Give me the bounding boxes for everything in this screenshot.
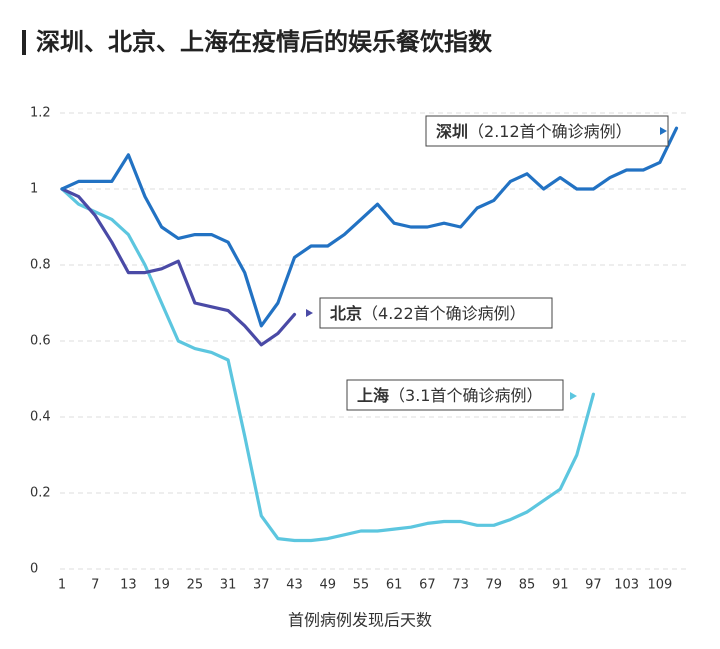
annotation-note: （2.12首个确诊病例） (468, 122, 632, 141)
x-tick-label: 109 (647, 578, 672, 593)
y-tick-label: 0.4 (30, 410, 51, 425)
annotation: 北京（4.22首个确诊病例） (306, 297, 553, 329)
y-tick-label: 1.2 (30, 106, 51, 121)
x-tick-label: 73 (452, 578, 469, 593)
annotation-note: （3.1首个确诊病例） (389, 386, 542, 405)
x-tick-label: 19 (153, 578, 170, 593)
annotation-box (425, 115, 669, 147)
x-tick-label: 79 (486, 578, 503, 593)
y-tick-label: 0.8 (30, 258, 51, 273)
annotation: 深圳（2.12首个确诊病例） (425, 115, 669, 147)
annotation-text: 深圳（2.12首个确诊病例） (436, 122, 632, 141)
annotation-note: （4.22首个确诊病例） (362, 304, 526, 323)
y-tick-label: 0.2 (30, 486, 51, 501)
x-tick-label: 37 (253, 578, 270, 593)
x-tick-label: 91 (552, 578, 569, 593)
series-line (60, 126, 679, 328)
legend-name: 上海 (357, 386, 389, 405)
legend-marker (660, 127, 667, 135)
y-tick-label: 0 (30, 562, 38, 577)
series-line (60, 187, 595, 543)
y-tick-label: 0.6 (30, 334, 51, 349)
x-tick-label: 49 (319, 578, 336, 593)
annotation-text: 上海（3.1首个确诊病例） (357, 386, 542, 405)
x-tick-label: 97 (585, 578, 602, 593)
x-tick-label: 61 (386, 578, 403, 593)
annotation-text: 北京（4.22首个确诊病例） (330, 304, 526, 323)
x-tick-label: 55 (353, 578, 370, 593)
chart-title: 深圳、北京、上海在疫情后的娱乐餐饮指数 (36, 28, 493, 56)
x-tick-label: 67 (419, 578, 436, 593)
series-line (60, 187, 297, 347)
legend-name: 深圳 (436, 122, 468, 141)
x-tick-label: 85 (519, 578, 536, 593)
legend-name: 北京 (330, 304, 362, 323)
legend-marker (570, 392, 577, 400)
y-tick-label: 1 (30, 182, 38, 197)
x-tick-label: 1 (58, 578, 66, 593)
annotation-box (319, 297, 553, 329)
x-tick-label: 31 (220, 578, 237, 593)
annotation: 上海（3.1首个确诊病例） (346, 379, 577, 411)
annotation-box (346, 379, 564, 411)
legend-marker (306, 309, 313, 317)
x-axis-label: 首例病例发现后天数 (288, 611, 432, 630)
x-tick-label: 43 (286, 578, 303, 593)
x-tick-label: 13 (120, 578, 137, 593)
x-tick-label: 7 (91, 578, 99, 593)
x-tick-label: 25 (187, 578, 204, 593)
title-bar (22, 30, 26, 55)
x-tick-label: 103 (614, 578, 639, 593)
